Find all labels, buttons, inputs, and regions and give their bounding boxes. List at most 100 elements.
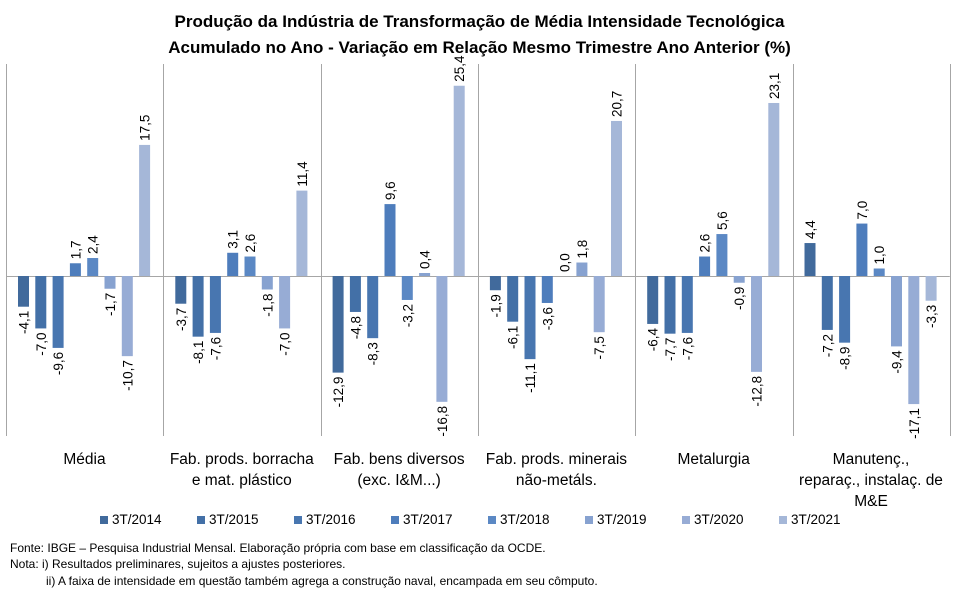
data-label: 2,4 <box>86 235 101 254</box>
bar-3T-2019 <box>891 276 902 347</box>
category-label: Média <box>6 449 163 470</box>
bar-3T-2019 <box>733 276 745 283</box>
category-label-line: Média <box>63 451 106 468</box>
data-label: -7,7 <box>663 338 678 361</box>
data-label: -16,8 <box>435 406 450 437</box>
legend-swatch <box>682 515 690 524</box>
bar-3T-2014 <box>489 276 501 291</box>
bar-3T-2017 <box>541 276 553 303</box>
data-label: 3,1 <box>226 230 241 249</box>
data-label: -9,4 <box>890 350 905 374</box>
data-label: -8,9 <box>838 347 853 370</box>
data-label: -3,2 <box>400 304 415 327</box>
legend-label: 3T/2015 <box>209 512 259 527</box>
bar-3T-2014 <box>647 276 659 324</box>
bar-3T-2020 <box>751 276 762 372</box>
data-label: 25,4 <box>452 55 467 82</box>
legend-swatch <box>779 515 787 524</box>
category-label: Fab. bens diversos (exc. I&M...) <box>321 449 478 491</box>
bar-3T-2014 <box>18 276 29 307</box>
data-label: -0,9 <box>732 287 747 310</box>
legend-label: 3T/2018 <box>500 512 550 527</box>
bar-3T-2021 <box>611 120 622 276</box>
bar-3T-2019 <box>419 273 431 276</box>
data-label: -3,3 <box>924 305 939 328</box>
data-label: -7,5 <box>592 336 607 359</box>
bar-3T-2017 <box>69 263 81 276</box>
data-label: -1,8 <box>260 293 275 316</box>
data-label: -7,0 <box>34 332 49 355</box>
bar-3T-2015 <box>192 276 204 337</box>
bar-3T-2018 <box>87 258 99 276</box>
source-note: Fonte: IBGE – Pesquisa Industrial Mensal… <box>10 541 546 555</box>
note-1: Nota: i) Resultados preliminares, sujeit… <box>10 557 346 571</box>
data-label: -1,7 <box>103 293 118 316</box>
bar-3T-2016 <box>681 276 693 333</box>
legend-item: 3T/2018 <box>488 512 585 527</box>
legend-label: 3T/2016 <box>306 512 356 527</box>
legend-swatch <box>100 515 108 524</box>
data-label: 11,4 <box>295 161 310 187</box>
data-label: 4,4 <box>803 220 818 239</box>
category-label-line: Metalurgia <box>677 451 750 468</box>
category-label-line: M&E <box>854 493 888 510</box>
bar-3T-2017 <box>856 223 868 276</box>
data-label: -7,6 <box>208 337 223 360</box>
data-label: -7,0 <box>278 332 293 355</box>
data-label: -4,8 <box>348 316 363 339</box>
data-label: -6,4 <box>646 327 661 351</box>
bar-3T-2021 <box>453 85 465 276</box>
data-label: 17,5 <box>138 115 153 141</box>
bar-3T-2018 <box>873 268 885 276</box>
legend-item: 3T/2021 <box>779 512 876 527</box>
bar-3T-2017 <box>384 204 396 276</box>
legend-item: 3T/2019 <box>585 512 682 527</box>
legend-label: 3T/2017 <box>403 512 453 527</box>
data-label: 20,7 <box>610 91 625 117</box>
bar-3T-2016 <box>209 276 221 333</box>
bar-3T-2021 <box>296 190 308 276</box>
data-label: -7,2 <box>820 334 835 357</box>
data-label: -4,1 <box>17 311 32 334</box>
bar-3T-2018 <box>716 234 728 276</box>
category-label-line: (exc. I&M...) <box>357 472 441 489</box>
bar-3T-2021 <box>768 102 780 276</box>
legend-item: 3T/2015 <box>197 512 294 527</box>
bar-3T-2021 <box>139 144 151 276</box>
bar-3T-2020 <box>279 276 291 329</box>
category-label: Fab. prods. minerais não-metáls. <box>478 449 635 491</box>
data-label: -11,1 <box>523 363 538 393</box>
data-label: 1,7 <box>68 240 83 259</box>
bar-3T-2018 <box>244 256 256 276</box>
bar-3T-2016 <box>839 276 851 343</box>
bar-3T-2020 <box>121 276 133 357</box>
data-label: 7,0 <box>855 201 870 220</box>
data-label: 5,6 <box>715 211 730 230</box>
data-label: -8,3 <box>366 342 381 365</box>
category-label-line: Fab. prods. minerais <box>485 451 628 468</box>
legend-item: 3T/2014 <box>100 512 197 527</box>
data-label: 2,6 <box>698 234 713 253</box>
category-label-line: reparaç., instalaç. de <box>799 472 943 489</box>
legend: 3T/2014 3T/2015 3T/2016 3T/2017 3T/2018 3T/20… <box>100 512 876 527</box>
data-label: 1,8 <box>575 240 590 259</box>
chart-title: Produção da Indústria de Transformação d… <box>174 12 785 31</box>
legend-swatch <box>294 515 302 524</box>
legend-swatch <box>488 515 496 524</box>
data-label: -7,6 <box>680 337 695 360</box>
category-label-line: Fab. prods. borracha <box>169 451 314 468</box>
bar-3T-2014 <box>804 243 816 276</box>
category-label: Metalurgia <box>635 449 792 470</box>
chart-subtitle: Acumulado no Ano - Variação em Relação M… <box>168 38 791 57</box>
bar-3T-2019 <box>104 276 116 289</box>
bar-3T-2015 <box>507 276 519 322</box>
bar-3T-2019 <box>261 276 273 290</box>
data-label: 0,4 <box>418 250 433 269</box>
bar-3T-2015 <box>349 276 361 312</box>
data-label: 0,0 <box>558 253 573 272</box>
bar-3T-2015 <box>821 276 833 330</box>
bar-3T-2015 <box>664 276 676 334</box>
bar-3T-2019 <box>576 262 588 276</box>
bar-3T-2014 <box>175 276 187 304</box>
